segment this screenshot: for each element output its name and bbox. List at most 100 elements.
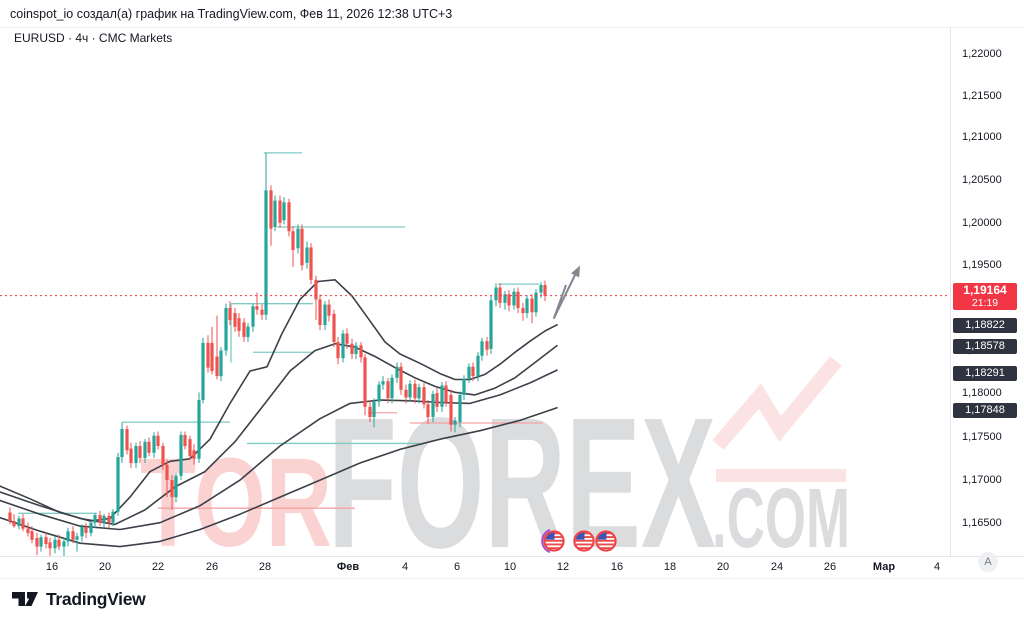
trend-arrow-drawing[interactable] <box>553 265 580 319</box>
candle-down <box>363 357 367 407</box>
tradingview-logo[interactable]: TradingView <box>12 589 146 610</box>
candle-up <box>152 435 156 453</box>
candle-down <box>71 531 75 540</box>
last-price-value: 1,19164 <box>963 282 1007 297</box>
candle-up <box>282 202 286 221</box>
event-icons[interactable] <box>541 528 617 554</box>
candle-down <box>57 539 61 547</box>
price-axis[interactable]: 1,165001,170001,175001,180001,185001,195… <box>950 28 1024 556</box>
time-axis[interactable]: 16 20 22 26 28 Фев 4 6 10 12 16 18 20 24 26 Мар 4 <box>0 556 1024 579</box>
candle-down <box>125 428 129 451</box>
candle-up <box>390 377 394 399</box>
candle-up <box>467 366 471 379</box>
candle-down <box>228 307 232 320</box>
candle-up <box>539 284 543 293</box>
candle-down <box>278 200 282 223</box>
us-flag-event-icon[interactable] <box>573 530 595 552</box>
candle-down <box>399 366 403 390</box>
candle-down <box>444 385 448 403</box>
candle-down <box>147 441 151 453</box>
candle-down <box>183 434 187 447</box>
candle-down <box>368 406 372 418</box>
candle-down <box>507 294 511 306</box>
candle-up <box>251 306 255 327</box>
moving-average-lines <box>0 278 558 548</box>
time-axis-label: 28 <box>258 561 272 573</box>
price-axis-label: 1,17500 <box>962 431 1002 443</box>
candle-down <box>413 383 417 399</box>
candle-up <box>197 399 201 459</box>
candle-up <box>224 307 228 351</box>
candle-up <box>372 401 376 418</box>
attribution-bar[interactable]: coinspot_io создал(а) график на TradingV… <box>0 0 1024 28</box>
candle-down <box>300 228 304 266</box>
candle-up <box>534 292 538 313</box>
candle-up <box>89 522 93 533</box>
candle-up <box>341 333 345 359</box>
candle-up <box>503 294 507 303</box>
candle-up <box>440 385 444 407</box>
candle-up <box>246 326 250 337</box>
time-axis-label: 6 <box>453 561 461 573</box>
price-axis-label: 1,20000 <box>962 217 1002 229</box>
candle-down <box>485 341 489 350</box>
candle-down <box>260 309 264 315</box>
candle-down <box>107 515 111 523</box>
candle-down <box>449 394 453 425</box>
time-axis-label: 10 <box>503 561 517 573</box>
candle-up <box>489 300 493 349</box>
candle-down <box>498 287 502 303</box>
price-axis-label: 1,18000 <box>962 387 1002 399</box>
candle-up <box>264 190 268 315</box>
candle-up <box>66 531 70 542</box>
candle-down <box>170 480 174 498</box>
time-axis-label: 4 <box>933 561 941 573</box>
tradingview-logo-icon <box>12 591 38 606</box>
candle-down <box>291 231 295 251</box>
us-flag-event-icon[interactable] <box>541 528 565 554</box>
candle-down <box>269 190 273 229</box>
ma-slowest-line <box>0 406 558 548</box>
time-axis-label: 16 <box>45 561 59 573</box>
candle-down <box>161 446 165 465</box>
watermark-suffix: .COM <box>712 471 850 565</box>
time-axis-label: 20 <box>98 561 112 573</box>
toggle-button-a[interactable]: A <box>978 552 998 572</box>
candle-down <box>165 464 169 481</box>
candle-down <box>98 515 102 523</box>
ma-price-badge: 1,17848 <box>953 402 1017 418</box>
candle-up <box>512 291 516 306</box>
time-axis-label: 22 <box>151 561 165 573</box>
candle-up <box>494 287 498 301</box>
price-axis-label: 1,21500 <box>962 90 1002 102</box>
candle-up <box>53 539 57 549</box>
candle-up <box>134 446 138 464</box>
ma-slow-line <box>0 369 558 531</box>
time-axis-label: 26 <box>205 561 219 573</box>
candle-down <box>471 366 475 377</box>
ma-price-badge: 1,18578 <box>953 338 1017 354</box>
candle-down <box>521 307 525 314</box>
event-icon-highlight-arc <box>541 528 551 554</box>
time-axis-month-label: Фев <box>336 561 360 573</box>
price-axis-label: 1,20500 <box>962 174 1002 186</box>
candle-up <box>179 434 183 476</box>
candle-up <box>305 247 309 263</box>
candle-up <box>93 515 97 523</box>
candle-up <box>408 383 412 398</box>
us-flag-event-icon[interactable] <box>595 530 617 552</box>
candle-down <box>422 387 426 405</box>
candle-down <box>35 538 39 547</box>
time-axis-label: 18 <box>663 561 677 573</box>
price-axis-label: 1,19500 <box>962 259 1002 271</box>
candle-down <box>21 518 25 529</box>
candle-up <box>201 342 205 400</box>
bar-countdown: 21:19 <box>971 296 999 309</box>
candle-down <box>188 439 192 457</box>
candle-up <box>525 298 529 314</box>
candle-down <box>242 322 246 337</box>
candle-down <box>206 342 210 368</box>
